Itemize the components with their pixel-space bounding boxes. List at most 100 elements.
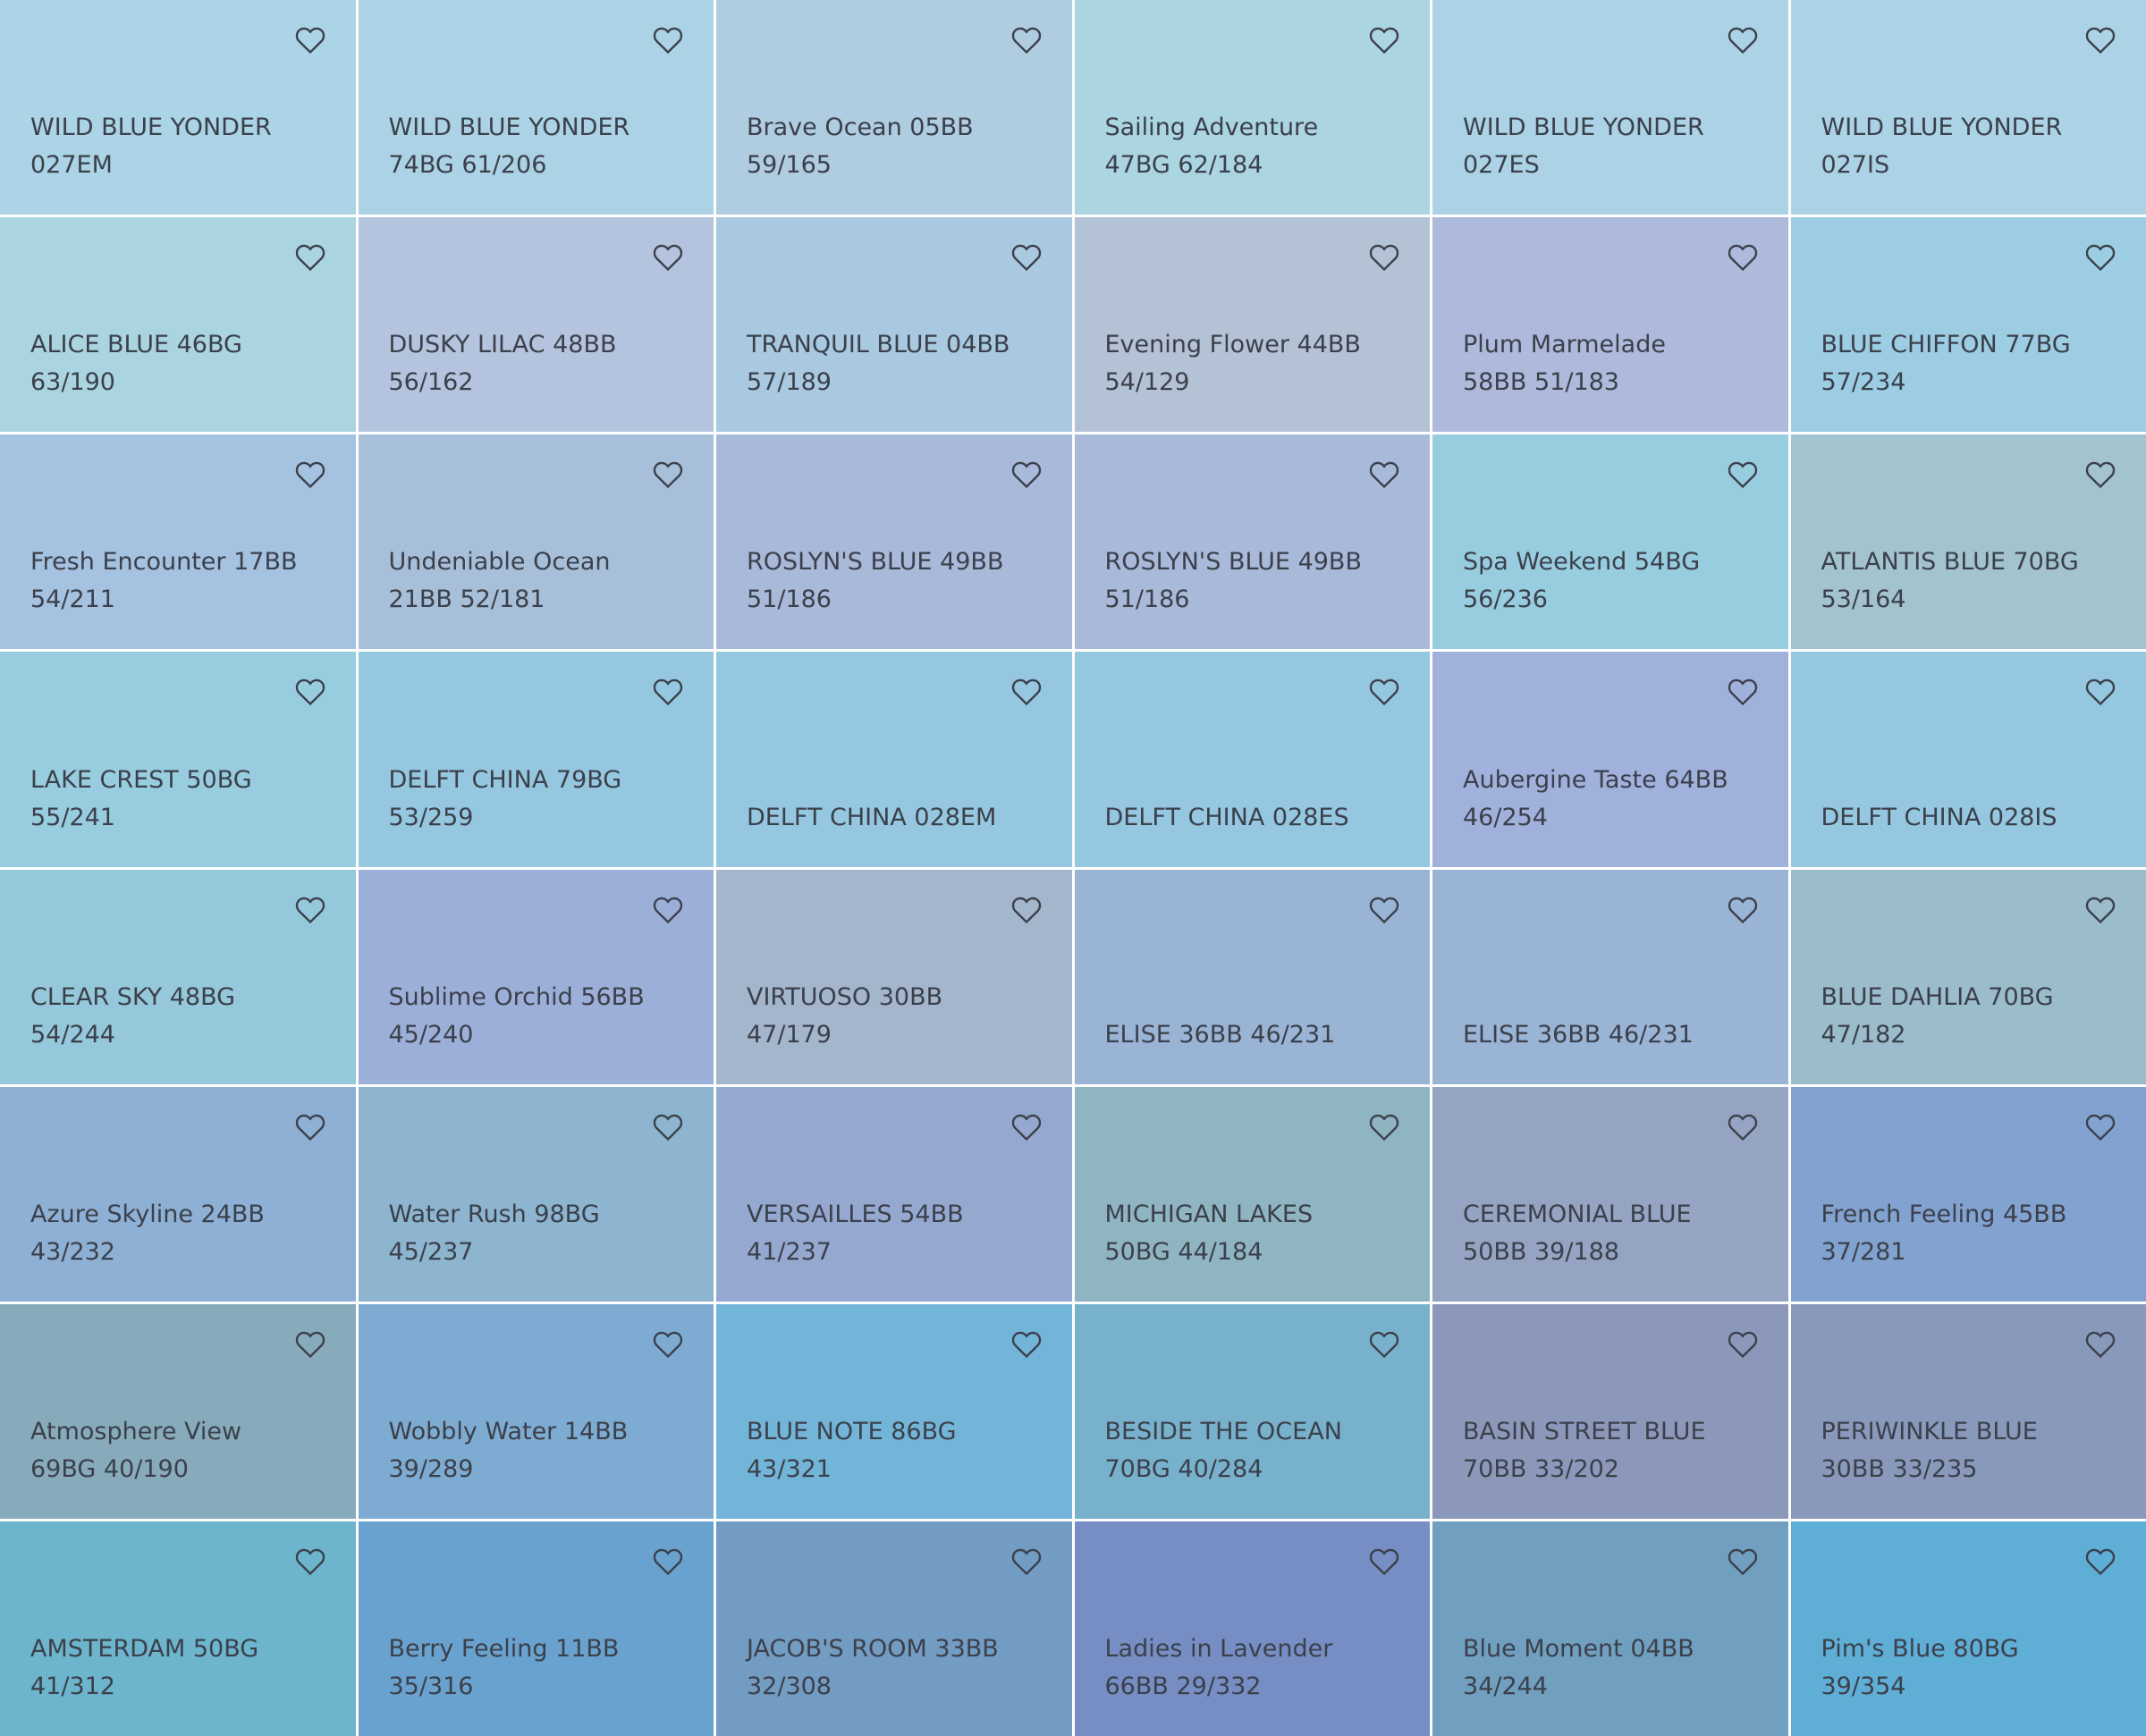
favorite-button[interactable] xyxy=(1010,675,1043,709)
color-swatch[interactable]: WILD BLUE YONDER 027ES xyxy=(1432,0,1788,215)
favorite-button[interactable] xyxy=(2083,1327,2117,1361)
favorite-button[interactable] xyxy=(1367,1110,1401,1144)
favorite-button[interactable] xyxy=(293,1110,327,1144)
color-swatch[interactable]: ROSLYN'S BLUE 49BB 51/186 xyxy=(716,434,1072,650)
color-swatch[interactable]: Wobbly Water 14BB 39/289 xyxy=(358,1303,714,1519)
color-swatch[interactable]: ELISE 36BB 46/231 xyxy=(1074,869,1430,1084)
favorite-button[interactable] xyxy=(1367,675,1401,709)
favorite-button[interactable] xyxy=(651,893,685,927)
swatch-label: 70BB 33/202 xyxy=(1463,1454,1619,1483)
color-swatch[interactable]: TRANQUIL BLUE 04BB 57/189 xyxy=(716,217,1072,433)
color-swatch[interactable]: Pim's Blue 80BG 39/354 xyxy=(1790,1521,2146,1736)
favorite-button[interactable] xyxy=(1726,1327,1760,1361)
color-swatch[interactable]: ALICE BLUE 46BG 63/190 xyxy=(0,217,356,433)
favorite-button[interactable] xyxy=(1010,240,1043,274)
favorite-button[interactable] xyxy=(1367,1327,1401,1361)
color-swatch[interactable]: JACOB'S ROOM 33BB 32/308 xyxy=(716,1521,1072,1736)
favorite-button[interactable] xyxy=(293,458,327,492)
color-swatch[interactable]: ELISE 36BB 46/231 xyxy=(1432,869,1788,1084)
favorite-button[interactable] xyxy=(293,1327,327,1361)
favorite-button[interactable] xyxy=(1726,1110,1760,1144)
favorite-button[interactable] xyxy=(293,23,327,57)
favorite-button[interactable] xyxy=(293,1545,327,1579)
favorite-button[interactable] xyxy=(2083,240,2117,274)
color-swatch[interactable]: VERSAILLES 54BB 41/237 xyxy=(716,1086,1072,1302)
color-swatch[interactable]: ROSLYN'S BLUE 49BB 51/186 xyxy=(1074,434,1430,650)
favorite-button[interactable] xyxy=(1726,1545,1760,1579)
favorite-button[interactable] xyxy=(1010,1545,1043,1579)
color-swatch[interactable]: French Feeling 45BB 37/281 xyxy=(1790,1086,2146,1302)
favorite-button[interactable] xyxy=(651,675,685,709)
favorite-button[interactable] xyxy=(2083,1545,2117,1579)
color-swatch[interactable]: WILD BLUE YONDER 027EM xyxy=(0,0,356,215)
favorite-button[interactable] xyxy=(2083,23,2117,57)
color-swatch[interactable]: Fresh Encounter 17BB 54/211 xyxy=(0,434,356,650)
color-swatch[interactable]: CEREMONIAL BLUE 50BB 39/188 xyxy=(1432,1086,1788,1302)
color-swatch[interactable]: WILD BLUE YONDER 027IS xyxy=(1790,0,2146,215)
heart-icon xyxy=(295,27,325,55)
color-swatch[interactable]: BESIDE THE OCEAN 70BG 40/284 xyxy=(1074,1303,1430,1519)
color-swatch[interactable]: Sublime Orchid 56BB 45/240 xyxy=(358,869,714,1084)
color-swatch[interactable]: DELFT CHINA 028IS xyxy=(1790,652,2146,867)
color-swatch[interactable]: Water Rush 98BG 45/237 xyxy=(358,1086,714,1302)
favorite-button[interactable] xyxy=(2083,458,2117,492)
favorite-button[interactable] xyxy=(1367,23,1401,57)
color-swatch[interactable]: MICHIGAN LAKES 50BG 44/184 xyxy=(1074,1086,1430,1302)
favorite-button[interactable] xyxy=(651,1327,685,1361)
color-swatch[interactable]: VIRTUOSO 30BB 47/179 xyxy=(716,869,1072,1084)
color-swatch[interactable]: Evening Flower 44BB 54/129 xyxy=(1074,217,1430,433)
favorite-button[interactable] xyxy=(293,675,327,709)
color-swatch[interactable]: ATLANTIS BLUE 70BG 53/164 xyxy=(1790,434,2146,650)
color-swatch[interactable]: DELFT CHINA 028EM xyxy=(716,652,1072,867)
favorite-button[interactable] xyxy=(1726,458,1760,492)
color-swatch[interactable]: AMSTERDAM 50BG 41/312 xyxy=(0,1521,356,1736)
favorite-button[interactable] xyxy=(1010,23,1043,57)
color-swatch[interactable]: Plum Marmelade 58BB 51/183 xyxy=(1432,217,1788,433)
favorite-button[interactable] xyxy=(2083,893,2117,927)
color-swatch[interactable]: BLUE DAHLIA 70BG 47/182 xyxy=(1790,869,2146,1084)
color-swatch[interactable]: DUSKY LILAC 48BB 56/162 xyxy=(358,217,714,433)
color-swatch[interactable]: PERIWINKLE BLUE 30BB 33/235 xyxy=(1790,1303,2146,1519)
swatch-label: 37/281 xyxy=(1821,1237,1906,1266)
color-swatch[interactable]: BASIN STREET BLUE 70BB 33/202 xyxy=(1432,1303,1788,1519)
color-swatch[interactable]: LAKE CREST 50BG 55/241 xyxy=(0,652,356,867)
favorite-button[interactable] xyxy=(1726,240,1760,274)
color-swatch[interactable]: BLUE CHIFFON 77BG 57/234 xyxy=(1790,217,2146,433)
favorite-button[interactable] xyxy=(293,893,327,927)
color-swatch[interactable]: BLUE NOTE 86BG 43/321 xyxy=(716,1303,1072,1519)
favorite-button[interactable] xyxy=(1367,458,1401,492)
favorite-button[interactable] xyxy=(651,1110,685,1144)
favorite-button[interactable] xyxy=(1367,1545,1401,1579)
color-swatch[interactable]: Blue Moment 04BB 34/244 xyxy=(1432,1521,1788,1736)
favorite-button[interactable] xyxy=(1726,675,1760,709)
favorite-button[interactable] xyxy=(651,23,685,57)
color-swatch[interactable]: Aubergine Taste 64BB 46/254 xyxy=(1432,652,1788,867)
color-swatch[interactable]: Sailing Adventure 47BG 62/184 xyxy=(1074,0,1430,215)
color-swatch[interactable]: Ladies in Lavender 66BB 29/332 xyxy=(1074,1521,1430,1736)
color-swatch[interactable]: WILD BLUE YONDER 74BG 61/206 xyxy=(358,0,714,215)
color-swatch[interactable]: Azure Skyline 24BB 43/232 xyxy=(0,1086,356,1302)
favorite-button[interactable] xyxy=(1726,893,1760,927)
favorite-button[interactable] xyxy=(1010,1327,1043,1361)
swatch-label: 54/129 xyxy=(1104,368,1190,397)
favorite-button[interactable] xyxy=(651,240,685,274)
favorite-button[interactable] xyxy=(1010,893,1043,927)
favorite-button[interactable] xyxy=(1010,458,1043,492)
color-swatch[interactable]: DELFT CHINA 028ES xyxy=(1074,652,1430,867)
favorite-button[interactable] xyxy=(1367,893,1401,927)
favorite-button[interactable] xyxy=(1010,1110,1043,1144)
favorite-button[interactable] xyxy=(651,458,685,492)
color-swatch[interactable]: DELFT CHINA 79BG 53/259 xyxy=(358,652,714,867)
color-swatch[interactable]: Berry Feeling 11BB 35/316 xyxy=(358,1521,714,1736)
color-swatch[interactable]: Atmosphere View 69BG 40/190 xyxy=(0,1303,356,1519)
favorite-button[interactable] xyxy=(293,240,327,274)
color-swatch[interactable]: CLEAR SKY 48BG 54/244 xyxy=(0,869,356,1084)
color-swatch[interactable]: Brave Ocean 05BB 59/165 xyxy=(716,0,1072,215)
favorite-button[interactable] xyxy=(2083,1110,2117,1144)
favorite-button[interactable] xyxy=(1726,23,1760,57)
favorite-button[interactable] xyxy=(651,1545,685,1579)
color-swatch[interactable]: Undeniable Ocean 21BB 52/181 xyxy=(358,434,714,650)
color-swatch[interactable]: Spa Weekend 54BG 56/236 xyxy=(1432,434,1788,650)
favorite-button[interactable] xyxy=(1367,240,1401,274)
favorite-button[interactable] xyxy=(2083,675,2117,709)
